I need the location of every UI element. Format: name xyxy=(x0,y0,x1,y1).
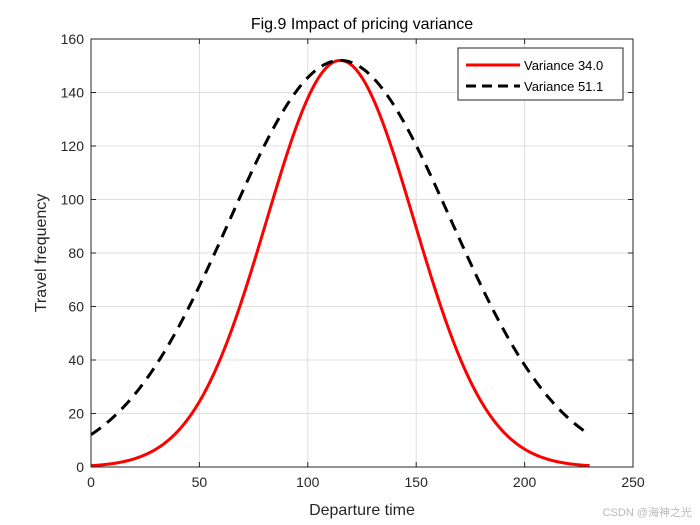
grid-lines xyxy=(91,39,633,467)
y-tick-label-100: 100 xyxy=(61,192,85,208)
axis-ticks: 0 50 100 150 200 250 0 20 40 60 80 100 120 140 160 xyxy=(61,31,645,490)
series-line-variance-34 xyxy=(90,58,590,468)
y-tick-label-140: 140 xyxy=(61,85,85,101)
x-tick-label-100: 100 xyxy=(296,474,320,490)
series-lines xyxy=(90,58,591,468)
y-tick-label-40: 40 xyxy=(68,352,84,368)
y-axis-label: Travel frequency xyxy=(33,194,50,313)
y-tick-label-160: 160 xyxy=(61,31,85,47)
y-tick-label-80: 80 xyxy=(68,245,84,261)
y-tick-label-0: 0 xyxy=(76,459,84,475)
series-line-variance-51 xyxy=(90,58,591,436)
legend-entry-variance-51: Variance 51.1 xyxy=(524,79,603,94)
chart-title: Fig.9 Impact of pricing variance xyxy=(251,16,473,33)
legend: Variance 34.0 Variance 51.1 xyxy=(457,47,624,101)
x-tick-label-0: 0 xyxy=(87,474,95,490)
x-tick-label-150: 150 xyxy=(405,474,429,490)
y-tick-label-60: 60 xyxy=(68,299,84,315)
x-tick-label-50: 50 xyxy=(192,474,208,490)
y-tick-label-120: 120 xyxy=(61,138,85,154)
x-tick-label-200: 200 xyxy=(513,474,537,490)
watermark: CSDN @海神之光 xyxy=(603,505,692,519)
y-tick-label-20: 20 xyxy=(68,406,84,422)
x-tick-label-250: 250 xyxy=(621,474,645,490)
legend-box xyxy=(457,47,624,101)
legend-entry-variance-34: Variance 34.0 xyxy=(524,58,603,73)
x-axis-label: Departure time xyxy=(309,502,415,519)
